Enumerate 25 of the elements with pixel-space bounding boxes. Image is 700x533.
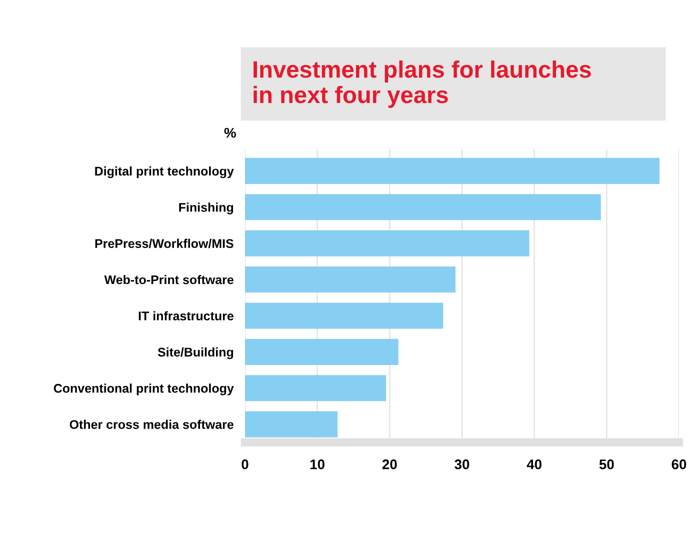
x-tick-label: 30 (454, 459, 470, 470)
bar (245, 411, 338, 438)
y-tick-label: Digital print technology (95, 166, 234, 178)
bar (245, 158, 660, 184)
x-axis-title: % (224, 128, 236, 138)
bar (245, 194, 601, 220)
y-tick-label: Conventional print technology (54, 384, 234, 396)
bar (245, 302, 444, 329)
chart-title: Investment plans for launches in next four years (254, 60, 591, 108)
x-tick-label: 40 (526, 459, 542, 470)
y-tick-label: IT infrastructure (138, 311, 234, 320)
bar (245, 375, 386, 402)
y-tick-label: PrePress/Workflow/MIS (95, 238, 234, 248)
x-tick-label: 0 (242, 459, 248, 470)
x-tick-label: 60 (672, 459, 686, 470)
bar (245, 230, 530, 256)
y-tick-label: Site/Building (158, 347, 234, 360)
x-tick-label: 20 (382, 459, 397, 470)
x-tick-label: 50 (599, 459, 614, 470)
bar (245, 338, 398, 365)
y-tick-label: Web-to-Print software (104, 275, 234, 284)
x-tick-label: 10 (310, 459, 324, 470)
bar (245, 266, 456, 293)
y-tick-label: Other cross media software (70, 420, 234, 429)
y-tick-label: Finishing (179, 202, 234, 214)
